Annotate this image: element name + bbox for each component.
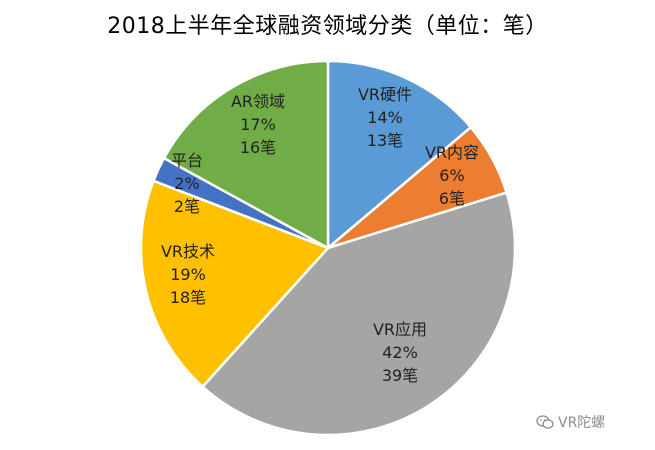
slice-label-name-1: VR内容 — [425, 143, 479, 162]
slice-label-name-2: VR应用 — [373, 320, 427, 339]
pie-slice-2 — [201, 191, 517, 437]
pie-slices — [139, 59, 517, 437]
slice-label-count-3: 18笔 — [170, 288, 206, 307]
pie-slice-3 — [139, 179, 330, 388]
slice-label-percent-3: 19% — [170, 265, 206, 284]
slice-label-percent-5: 17% — [240, 115, 276, 134]
pie-labels: VR硬件 14% 13笔 VR内容 6% 6笔 VR应用 42% 39笔 VR技术 19% 18笔 平台… — [161, 85, 479, 385]
slice-label-count-4: 2笔 — [174, 197, 200, 216]
slice-label-percent-0: 14% — [367, 108, 403, 127]
slice-label-percent-1: 6% — [439, 166, 464, 185]
chart-title: 2018上半年全球融资领域分类（单位：笔） — [107, 14, 548, 39]
watermark-text: VR陀螺 — [558, 415, 606, 431]
slice-label-count-1: 6笔 — [439, 189, 465, 208]
wechat-icon — [536, 414, 554, 430]
slice-label-percent-2: 42% — [382, 343, 418, 362]
slice-label-count-5: 16笔 — [240, 138, 276, 157]
slice-label-count-0: 13笔 — [367, 131, 403, 150]
watermark: VR陀螺 — [536, 412, 605, 432]
slice-label-count-2: 39笔 — [382, 366, 418, 385]
pie-slice-0 — [326, 59, 473, 250]
slice-label-name-3: VR技术 — [161, 242, 215, 261]
slice-label-name-4: 平台 — [171, 151, 203, 170]
slice-label-name-5: AR领域 — [231, 92, 285, 111]
pie-slice-5 — [162, 59, 330, 250]
slice-label-name-0: VR硬件 — [358, 85, 412, 104]
slice-label-percent-4: 2% — [174, 174, 199, 193]
